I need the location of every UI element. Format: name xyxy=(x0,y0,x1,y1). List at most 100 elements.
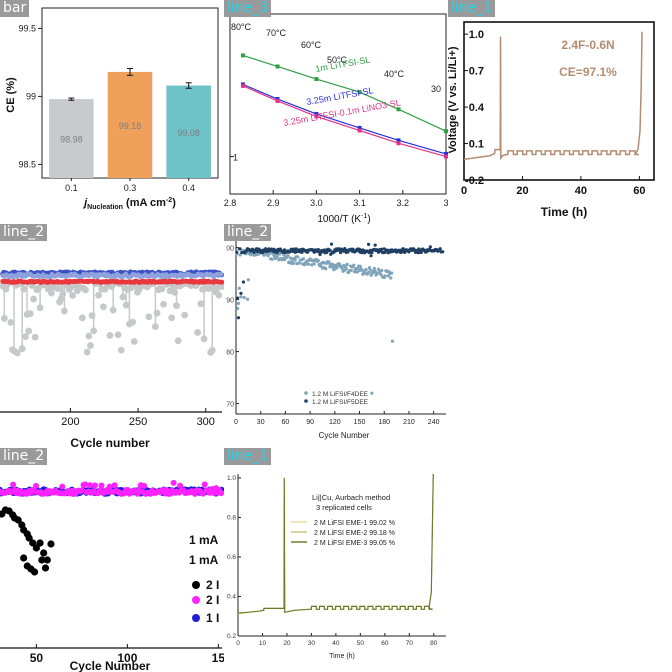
data-point xyxy=(30,568,39,576)
data-point xyxy=(236,301,241,305)
data-point xyxy=(306,262,311,266)
x-tick-label: 3 xyxy=(443,198,448,208)
bar xyxy=(166,85,211,178)
series-line xyxy=(242,83,447,155)
legend-label: 1.2 M LiFSI/F4DEE xyxy=(312,391,369,398)
y-tick-label: 00 xyxy=(226,246,234,253)
data-point xyxy=(82,481,89,488)
data-point xyxy=(241,280,246,284)
data-point xyxy=(329,242,334,246)
data-point xyxy=(366,242,371,246)
data-point xyxy=(310,263,314,267)
data-point xyxy=(242,295,246,300)
data-point xyxy=(218,271,224,277)
data-point xyxy=(238,247,242,251)
data-point xyxy=(194,329,202,336)
x-tick-label: 80 xyxy=(430,640,438,647)
x-tick-label: 120 xyxy=(329,419,341,426)
x-tick-label: 90 xyxy=(306,419,314,426)
x-tick-label: 0 xyxy=(236,640,240,647)
data-point xyxy=(270,257,274,261)
plot-frame xyxy=(463,21,655,181)
x-tick-label: 60 xyxy=(633,185,645,197)
y-tick-label: 0.7 xyxy=(469,66,484,78)
data-point xyxy=(47,540,55,548)
voltage-trace xyxy=(237,473,434,614)
data-point xyxy=(109,306,117,314)
data-point xyxy=(316,247,320,252)
data-point xyxy=(236,316,241,320)
x-axis-label: jNucleation (mA cm-2) xyxy=(82,197,176,211)
annotation: CE=97.1% xyxy=(559,65,617,79)
data-point xyxy=(14,516,22,524)
x-tick-label: 0.3 xyxy=(124,183,137,193)
panel-arrhenius: line_3 2.8 2.9 3.0 3.1 3.2 3 1 1000/T (K-1) 80°C… xyxy=(224,0,448,224)
panel-tag: line_1 xyxy=(224,448,272,465)
data-point xyxy=(111,482,118,489)
data-point xyxy=(219,279,224,285)
x-tick-label: 60 xyxy=(282,419,290,426)
panel-voltage-time: line_1 -0.2 0.1 0.4 0.7 1.0 0 20 40 60 Time (h) Vo… xyxy=(448,0,672,224)
data-point xyxy=(368,268,372,272)
data-point xyxy=(357,125,362,130)
x-tick-label: 240 xyxy=(428,419,440,426)
data-point xyxy=(364,267,368,272)
x-tick-label: 20 xyxy=(283,640,291,647)
data-point xyxy=(26,310,34,317)
panel-tag: line_3 xyxy=(224,0,272,17)
data-point xyxy=(264,247,268,251)
data-point xyxy=(95,291,102,299)
data-point xyxy=(106,483,113,490)
y-tick-label: 1 xyxy=(233,153,238,163)
cycle-scatter-chart-2: 00 90 80 70 0 30 60 90 120 150 180 210 240 Cycle Numb… xyxy=(226,232,446,440)
x-tick-label: 300 xyxy=(197,416,215,428)
data-point xyxy=(85,332,93,340)
x-tick-label: 50 xyxy=(357,640,365,647)
panel-tag: line_2 xyxy=(0,448,48,465)
x-tick-label: 40 xyxy=(575,185,587,197)
data-point xyxy=(20,554,28,562)
data-point xyxy=(288,256,292,260)
arrhenius-chart: 2.8 2.9 3.0 3.1 3.2 3 1 1000/T (K-1) 80°C 70°C 60°… xyxy=(224,13,448,224)
legend-marker xyxy=(192,581,200,589)
data-point xyxy=(177,482,184,489)
data-point xyxy=(256,252,260,256)
y-tick-label: 70 xyxy=(226,402,234,409)
data-point xyxy=(197,300,205,308)
y-tick-label: 90 xyxy=(226,298,234,305)
data-point xyxy=(327,260,331,264)
legend-marker xyxy=(192,596,200,604)
x-tick-label: 200 xyxy=(61,416,79,428)
legend-label: 1 mA xyxy=(189,553,219,567)
data-point xyxy=(87,342,94,349)
y-tick-label: -0.2 xyxy=(465,175,484,187)
data-point xyxy=(38,556,46,564)
x-tick-label: 0.4 xyxy=(182,183,195,193)
panel-tag: bar xyxy=(0,0,30,17)
x-tick-label: 3.0 xyxy=(310,198,323,208)
data-point xyxy=(396,107,401,112)
data-point xyxy=(174,337,182,345)
series-line xyxy=(242,54,447,132)
y-tick-label: 0.4 xyxy=(227,593,236,600)
data-point xyxy=(43,556,51,564)
data-point xyxy=(386,274,390,278)
data-point xyxy=(88,312,96,320)
y-tick-label: 1.0 xyxy=(227,475,236,482)
panel-blank-1 xyxy=(448,224,672,448)
data-point xyxy=(328,248,332,252)
panel-tag: line_1 xyxy=(448,0,496,17)
temperature-label: 60°C xyxy=(301,40,322,50)
data-point xyxy=(200,335,208,343)
data-point xyxy=(30,295,37,303)
data-point xyxy=(441,250,445,254)
data-point xyxy=(61,307,68,315)
data-point xyxy=(240,83,245,88)
data-point xyxy=(218,490,224,497)
series-line xyxy=(242,85,447,158)
data-point xyxy=(236,306,240,311)
data-point xyxy=(292,261,296,265)
annotation: Li||Cu, Aurbach method xyxy=(312,493,390,502)
data-point xyxy=(369,254,373,258)
data-point xyxy=(329,252,333,256)
